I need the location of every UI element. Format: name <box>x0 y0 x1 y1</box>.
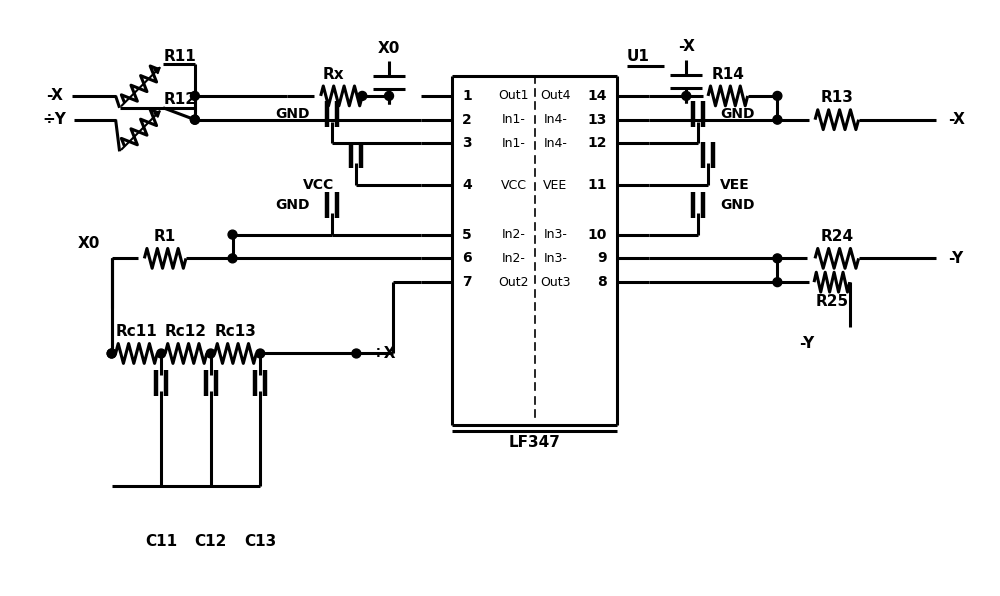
Text: ÷Y: ÷Y <box>42 112 66 127</box>
Circle shape <box>773 254 782 263</box>
Text: C13: C13 <box>244 534 276 549</box>
Text: VCC: VCC <box>303 178 335 192</box>
Text: C11: C11 <box>145 534 177 549</box>
Circle shape <box>773 115 782 124</box>
Text: In2-: In2- <box>502 252 526 265</box>
Text: GND: GND <box>275 107 310 121</box>
Text: In1-: In1- <box>502 113 526 126</box>
Circle shape <box>773 278 782 287</box>
Text: In3-: In3- <box>544 252 567 265</box>
Text: R1: R1 <box>154 229 176 244</box>
Text: 7: 7 <box>462 275 472 289</box>
Text: ÷X: ÷X <box>371 346 396 361</box>
Circle shape <box>107 349 116 358</box>
Text: In4-: In4- <box>544 113 567 126</box>
Text: R14: R14 <box>711 67 744 82</box>
Text: -Y: -Y <box>948 251 963 266</box>
Text: Rc13: Rc13 <box>215 324 256 339</box>
Text: GND: GND <box>275 198 310 212</box>
Text: Out4: Out4 <box>540 89 571 103</box>
Text: 2: 2 <box>462 113 472 127</box>
Text: VCC: VCC <box>501 179 527 191</box>
Text: 4: 4 <box>462 178 472 192</box>
Text: Rx: Rx <box>323 67 344 82</box>
Text: R24: R24 <box>820 229 853 244</box>
Text: VEE: VEE <box>720 178 750 192</box>
Text: -X: -X <box>678 39 695 54</box>
Text: 5: 5 <box>462 228 472 241</box>
Text: 14: 14 <box>587 89 607 103</box>
Circle shape <box>190 91 199 100</box>
Text: In4-: In4- <box>544 137 567 150</box>
Text: C12: C12 <box>195 534 227 549</box>
Text: LF347: LF347 <box>509 435 561 450</box>
Text: 9: 9 <box>597 252 607 265</box>
Text: R11: R11 <box>163 49 196 64</box>
Text: R13: R13 <box>820 91 853 105</box>
Circle shape <box>228 254 237 263</box>
Text: In1-: In1- <box>502 137 526 150</box>
Text: In2-: In2- <box>502 228 526 241</box>
Text: 13: 13 <box>588 113 607 127</box>
Circle shape <box>206 349 215 358</box>
Text: GND: GND <box>720 198 754 212</box>
Circle shape <box>256 349 265 358</box>
Text: 11: 11 <box>587 178 607 192</box>
Circle shape <box>157 349 166 358</box>
Text: 8: 8 <box>597 275 607 289</box>
Text: GND: GND <box>720 107 754 121</box>
Text: 12: 12 <box>587 136 607 150</box>
Text: -X: -X <box>948 112 965 127</box>
Text: U1: U1 <box>627 49 650 64</box>
Circle shape <box>682 91 691 100</box>
Text: VEE: VEE <box>543 179 568 191</box>
Text: -Y: -Y <box>799 336 815 351</box>
Text: R12: R12 <box>163 92 196 107</box>
Circle shape <box>773 91 782 100</box>
Text: X0: X0 <box>78 236 100 251</box>
Text: Rc12: Rc12 <box>165 324 207 339</box>
Text: Out2: Out2 <box>499 275 529 288</box>
Text: 6: 6 <box>462 252 472 265</box>
Circle shape <box>107 349 116 358</box>
Text: X0: X0 <box>378 41 400 56</box>
Circle shape <box>385 91 394 100</box>
Text: Rc11: Rc11 <box>116 324 157 339</box>
Circle shape <box>358 91 367 100</box>
Circle shape <box>228 230 237 239</box>
Text: In3-: In3- <box>544 228 567 241</box>
Text: R25: R25 <box>815 294 848 309</box>
Text: 10: 10 <box>588 228 607 241</box>
Text: Out3: Out3 <box>540 275 571 288</box>
Text: 1: 1 <box>462 89 472 103</box>
Text: -X: -X <box>46 88 63 103</box>
Text: 3: 3 <box>462 136 472 150</box>
Circle shape <box>190 115 199 124</box>
Text: Out1: Out1 <box>499 89 529 103</box>
Circle shape <box>190 115 199 124</box>
Circle shape <box>352 349 361 358</box>
